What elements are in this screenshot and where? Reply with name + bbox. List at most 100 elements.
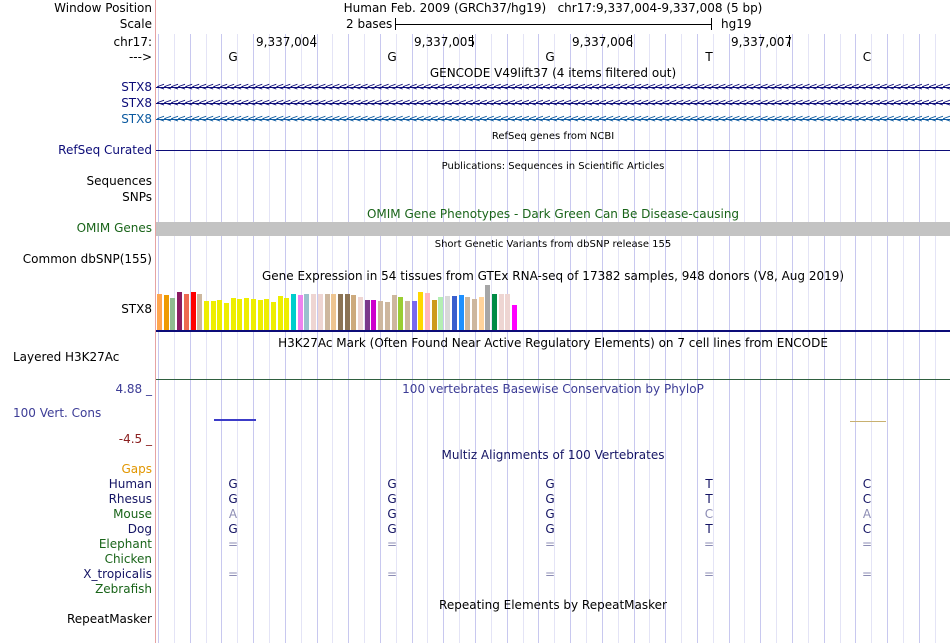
gtex-gene-label[interactable]: STX8 [121, 302, 152, 316]
omim-gene-bar[interactable] [156, 222, 950, 236]
gtex-track-title[interactable]: Gene Expression in 54 tissues from GTEx … [261, 269, 845, 283]
gtex-tissue-bar[interactable] [250, 299, 256, 330]
gtex-tissue-bar[interactable] [458, 295, 464, 330]
h3k27ac-label[interactable]: Layered H3K27Ac [13, 350, 120, 364]
gencode-stx8-label-3[interactable]: STX8 [121, 112, 152, 126]
gtex-tissue-bar[interactable] [337, 294, 343, 330]
gtex-tissue-bar[interactable] [505, 294, 511, 330]
gtex-tissue-bar[interactable] [224, 303, 229, 330]
gencode-stx8-label-2[interactable]: STX8 [121, 96, 152, 110]
gtex-tissue-bar[interactable] [404, 301, 410, 330]
gtex-tissue-bar[interactable] [451, 296, 457, 330]
snps-label[interactable]: SNPs [122, 190, 152, 204]
gencode-stx8-label-1[interactable]: STX8 [121, 80, 152, 94]
gtex-tissue-bar[interactable] [438, 297, 444, 330]
chrom-label[interactable]: chr17: [113, 35, 152, 49]
gtex-tissue-bar[interactable] [264, 299, 270, 330]
gtex-tissue-bar[interactable] [210, 301, 216, 330]
gtex-tissue-bar[interactable] [157, 294, 162, 330]
gtex-tissue-bar[interactable] [378, 301, 384, 330]
gtex-tissue-bar[interactable] [190, 292, 196, 330]
species-label-chicken[interactable]: Chicken [104, 552, 152, 566]
gtex-tissue-bar[interactable] [471, 299, 477, 330]
gtex-tissue-bar[interactable] [297, 295, 303, 330]
gencode-stx8-transcript-3[interactable]: <<<<<<<<<<<<<<<<<<<<<<<<<<<<<<<<<<<<<<<<… [156, 114, 950, 124]
omim-track-title[interactable]: OMIM Gene Phenotypes - Dark Green Can Be… [366, 207, 740, 221]
gtex-tissue-bar[interactable] [371, 300, 377, 330]
gtex-tissue-bar[interactable] [384, 302, 390, 330]
gtex-tissue-bar[interactable] [244, 298, 250, 330]
refseq-gene-line[interactable] [156, 150, 950, 151]
track-data-panel[interactable]: Human Feb. 2009 (GRCh37/hg19) chr17:9,33… [156, 0, 950, 643]
base-guideline [554, 34, 555, 643]
species-label-rhesus[interactable]: Rhesus [108, 492, 152, 506]
refseq-track-title[interactable]: RefSeq genes from NCBI [491, 131, 615, 142]
gtex-tissue-bar[interactable] [431, 300, 437, 330]
dbsnp-track-title[interactable]: Short Genetic Variants from dbSNP releas… [434, 239, 672, 250]
refseq-curated-label[interactable]: RefSeq Curated [58, 143, 152, 157]
gtex-tissue-bar[interactable] [411, 301, 417, 330]
gtex-tissue-bar[interactable] [237, 299, 243, 330]
gtex-tissue-bar[interactable] [277, 296, 283, 330]
gtex-tissue-bar[interactable] [197, 294, 203, 330]
omim-genes-label[interactable]: OMIM Genes [76, 221, 152, 235]
species-label-elephant[interactable]: Elephant [98, 537, 152, 551]
h3k27ac-track-title[interactable]: H3K27Ac Mark (Often Found Near Active Re… [278, 336, 828, 350]
gtex-tissue-bar[interactable] [344, 294, 350, 330]
gaps-label[interactable]: Gaps [121, 462, 152, 476]
gtex-tissue-bar[interactable] [418, 292, 424, 330]
gtex-tissue-bar[interactable] [331, 294, 337, 330]
gtex-tissue-bar[interactable] [230, 298, 236, 330]
gtex-tissue-bar[interactable] [485, 285, 491, 330]
gtex-tissue-bar[interactable] [445, 296, 451, 330]
gtex-tissue-bar[interactable] [284, 298, 290, 330]
multiz-track-title[interactable]: Multiz Alignments of 100 Vertebrates [441, 448, 665, 462]
gtex-tissue-bar[interactable] [203, 301, 209, 330]
phylop-track-title[interactable]: 100 vertebrates Basewise Conservation by… [402, 382, 704, 396]
strand-direction-label[interactable]: ---> [128, 50, 152, 64]
gencode-stx8-transcript-2[interactable]: <<<<<<<<<<<<<<<<<<<<<<<<<<<<<<<<<<<<<<<<… [156, 98, 950, 108]
gtex-tissue-bar[interactable] [351, 295, 357, 330]
gtex-tissue-bar[interactable] [364, 300, 370, 330]
gtex-tissue-bar[interactable] [311, 294, 317, 330]
phylop-track-label[interactable]: 100 Vert. Cons [13, 406, 102, 420]
gencode-stx8-transcript-1[interactable]: <<<<<<<<<<<<<<<<<<<<<<<<<<<<<<<<<<<<<<<<… [156, 82, 950, 92]
gtex-tissue-bar[interactable] [398, 297, 404, 330]
gtex-tissue-bar[interactable] [492, 294, 497, 330]
gtex-tissue-bar[interactable] [391, 295, 397, 330]
gtex-tissue-bar[interactable] [478, 297, 484, 330]
species-label-dog[interactable]: Dog [127, 522, 152, 536]
gencode-track-title[interactable]: GENCODE V49lift37 (4 items filtered out) [429, 66, 677, 80]
gtex-expression-chart[interactable] [156, 282, 556, 330]
gtex-tissue-bar[interactable] [291, 294, 296, 330]
sequences-label[interactable]: Sequences [86, 174, 152, 188]
species-label-human[interactable]: Human [108, 477, 152, 491]
gtex-tissue-bar[interactable] [183, 294, 189, 330]
gtex-tissue-bar[interactable] [512, 305, 518, 330]
gtex-tissue-bar[interactable] [270, 302, 276, 330]
gtex-tissue-bar[interactable] [324, 294, 330, 330]
gtex-tissue-bar[interactable] [257, 300, 263, 330]
base-guideline [491, 34, 492, 643]
species-label-zebrafish[interactable]: Zebrafish [95, 582, 152, 596]
gtex-tissue-bar[interactable] [317, 294, 323, 330]
gtex-tissue-bar[interactable] [304, 294, 310, 330]
species-label-xtropicalis[interactable]: X_tropicalis [83, 567, 152, 581]
repeatmasker-track-title[interactable]: Repeating Elements by RepeatMasker [439, 598, 667, 612]
gtex-tissue-bar[interactable] [217, 300, 223, 330]
alignment-base: T [705, 522, 713, 536]
window-position-label[interactable]: Window Position [54, 1, 152, 15]
gtex-tissue-bar[interactable] [498, 294, 504, 330]
gtex-tissue-bar[interactable] [425, 293, 430, 330]
gtex-tissue-bar[interactable] [170, 298, 176, 330]
repeatmasker-label[interactable]: RepeatMasker [66, 612, 152, 626]
gtex-tissue-bar[interactable] [163, 295, 169, 330]
species-label-mouse[interactable]: Mouse [113, 507, 152, 521]
gtex-tissue-bar[interactable] [465, 297, 471, 330]
publications-track-title[interactable]: Publications: Sequences in Scientific Ar… [441, 161, 665, 172]
gtex-tissue-bar[interactable] [177, 292, 183, 330]
scale-label[interactable]: Scale [119, 17, 152, 31]
gtex-tissue-bar[interactable] [358, 297, 363, 330]
dbsnp-label[interactable]: Common dbSNP(155) [22, 252, 152, 266]
